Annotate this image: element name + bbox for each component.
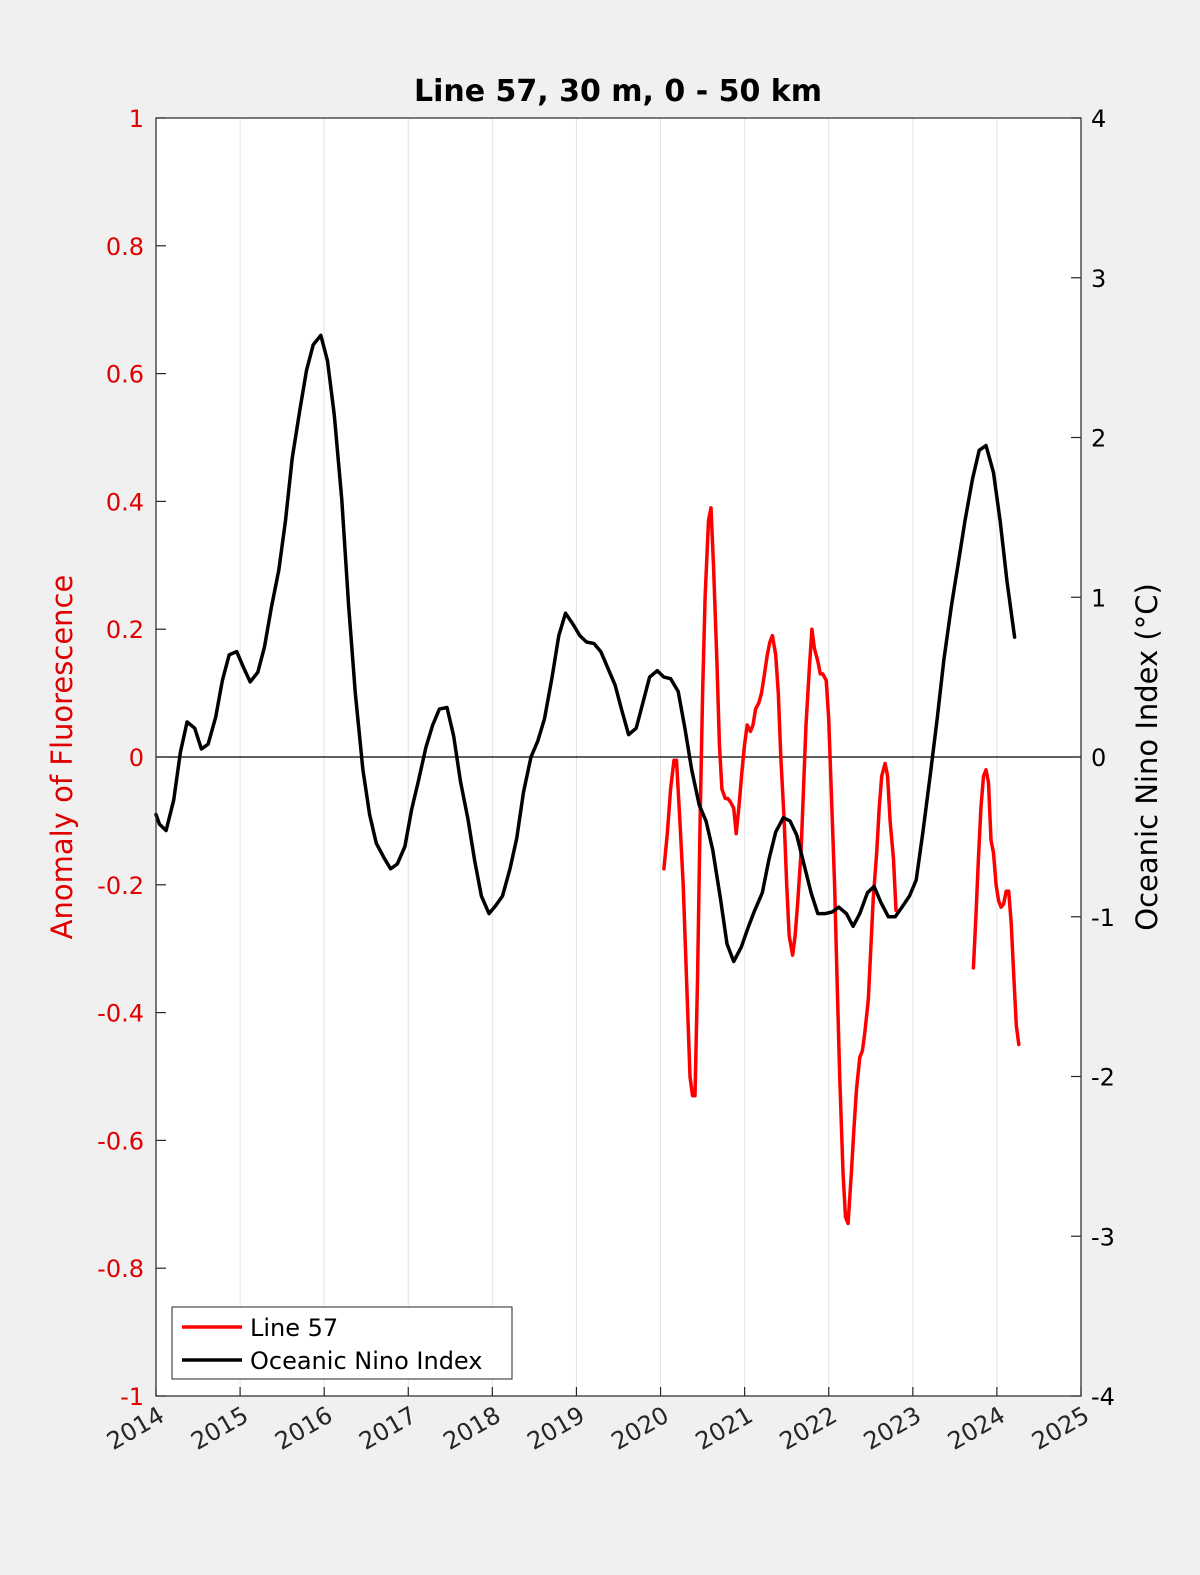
y-left-tick-label: -0.6 [97,1127,144,1155]
legend: Line 57 Oceanic Nino Index [171,1306,513,1380]
legend-label-line57: Line 57 [250,1314,338,1342]
y-right-tick-label: 3 [1091,265,1106,293]
y-left-tick-label: -0.8 [97,1255,144,1283]
series-line57-line-0 [662,506,898,1226]
y-right-tick-label: 0 [1091,744,1106,772]
y-left-tick-label: -0.4 [97,1000,144,1028]
y-left-tick-label: -1 [120,1383,144,1411]
legend-label-oni: Oceanic Nino Index [250,1347,482,1375]
y-left-tick-label: 0.2 [106,616,144,644]
y-right-tick-label: -3 [1091,1223,1115,1251]
y-left-tick-label: 0 [129,744,144,772]
y-left-tick-label: -0.2 [97,872,144,900]
legend-box [171,1306,513,1380]
y-axis-left-label: Anomaly of Fluorescence [45,575,79,940]
series-oni-line-0 [154,333,1017,964]
y-right-tick-label: -2 [1091,1064,1115,1092]
series-layer [154,333,1021,1226]
y-left-tick-label: 0.6 [106,361,144,389]
y-right-tick-label: 4 [1091,105,1106,133]
chart-title: Line 57, 30 m, 0 - 50 km [414,74,822,109]
y-right-tick-label: -4 [1091,1383,1115,1411]
y-left-tick-label: 1 [129,105,144,133]
y-right-tick-label: -1 [1091,904,1115,932]
y-left-tick-label: 0.8 [106,233,144,261]
y-axis-left: -1 -0.8 -0.6 -0.4 -0.2 0 0.2 0.4 0.6 0.8 1 [97,105,166,1411]
series-line57-line-1 [971,768,1021,1047]
y-axis-right-label: Oceanic Nino Index (°C) [1130,583,1164,931]
y-axis-right: -4 -3 -2 -1 0 1 2 3 4 [1071,105,1115,1411]
y-right-tick-label: 2 [1091,425,1106,453]
y-left-tick-label: 0.4 [106,488,144,516]
y-right-tick-label: 1 [1091,584,1106,612]
